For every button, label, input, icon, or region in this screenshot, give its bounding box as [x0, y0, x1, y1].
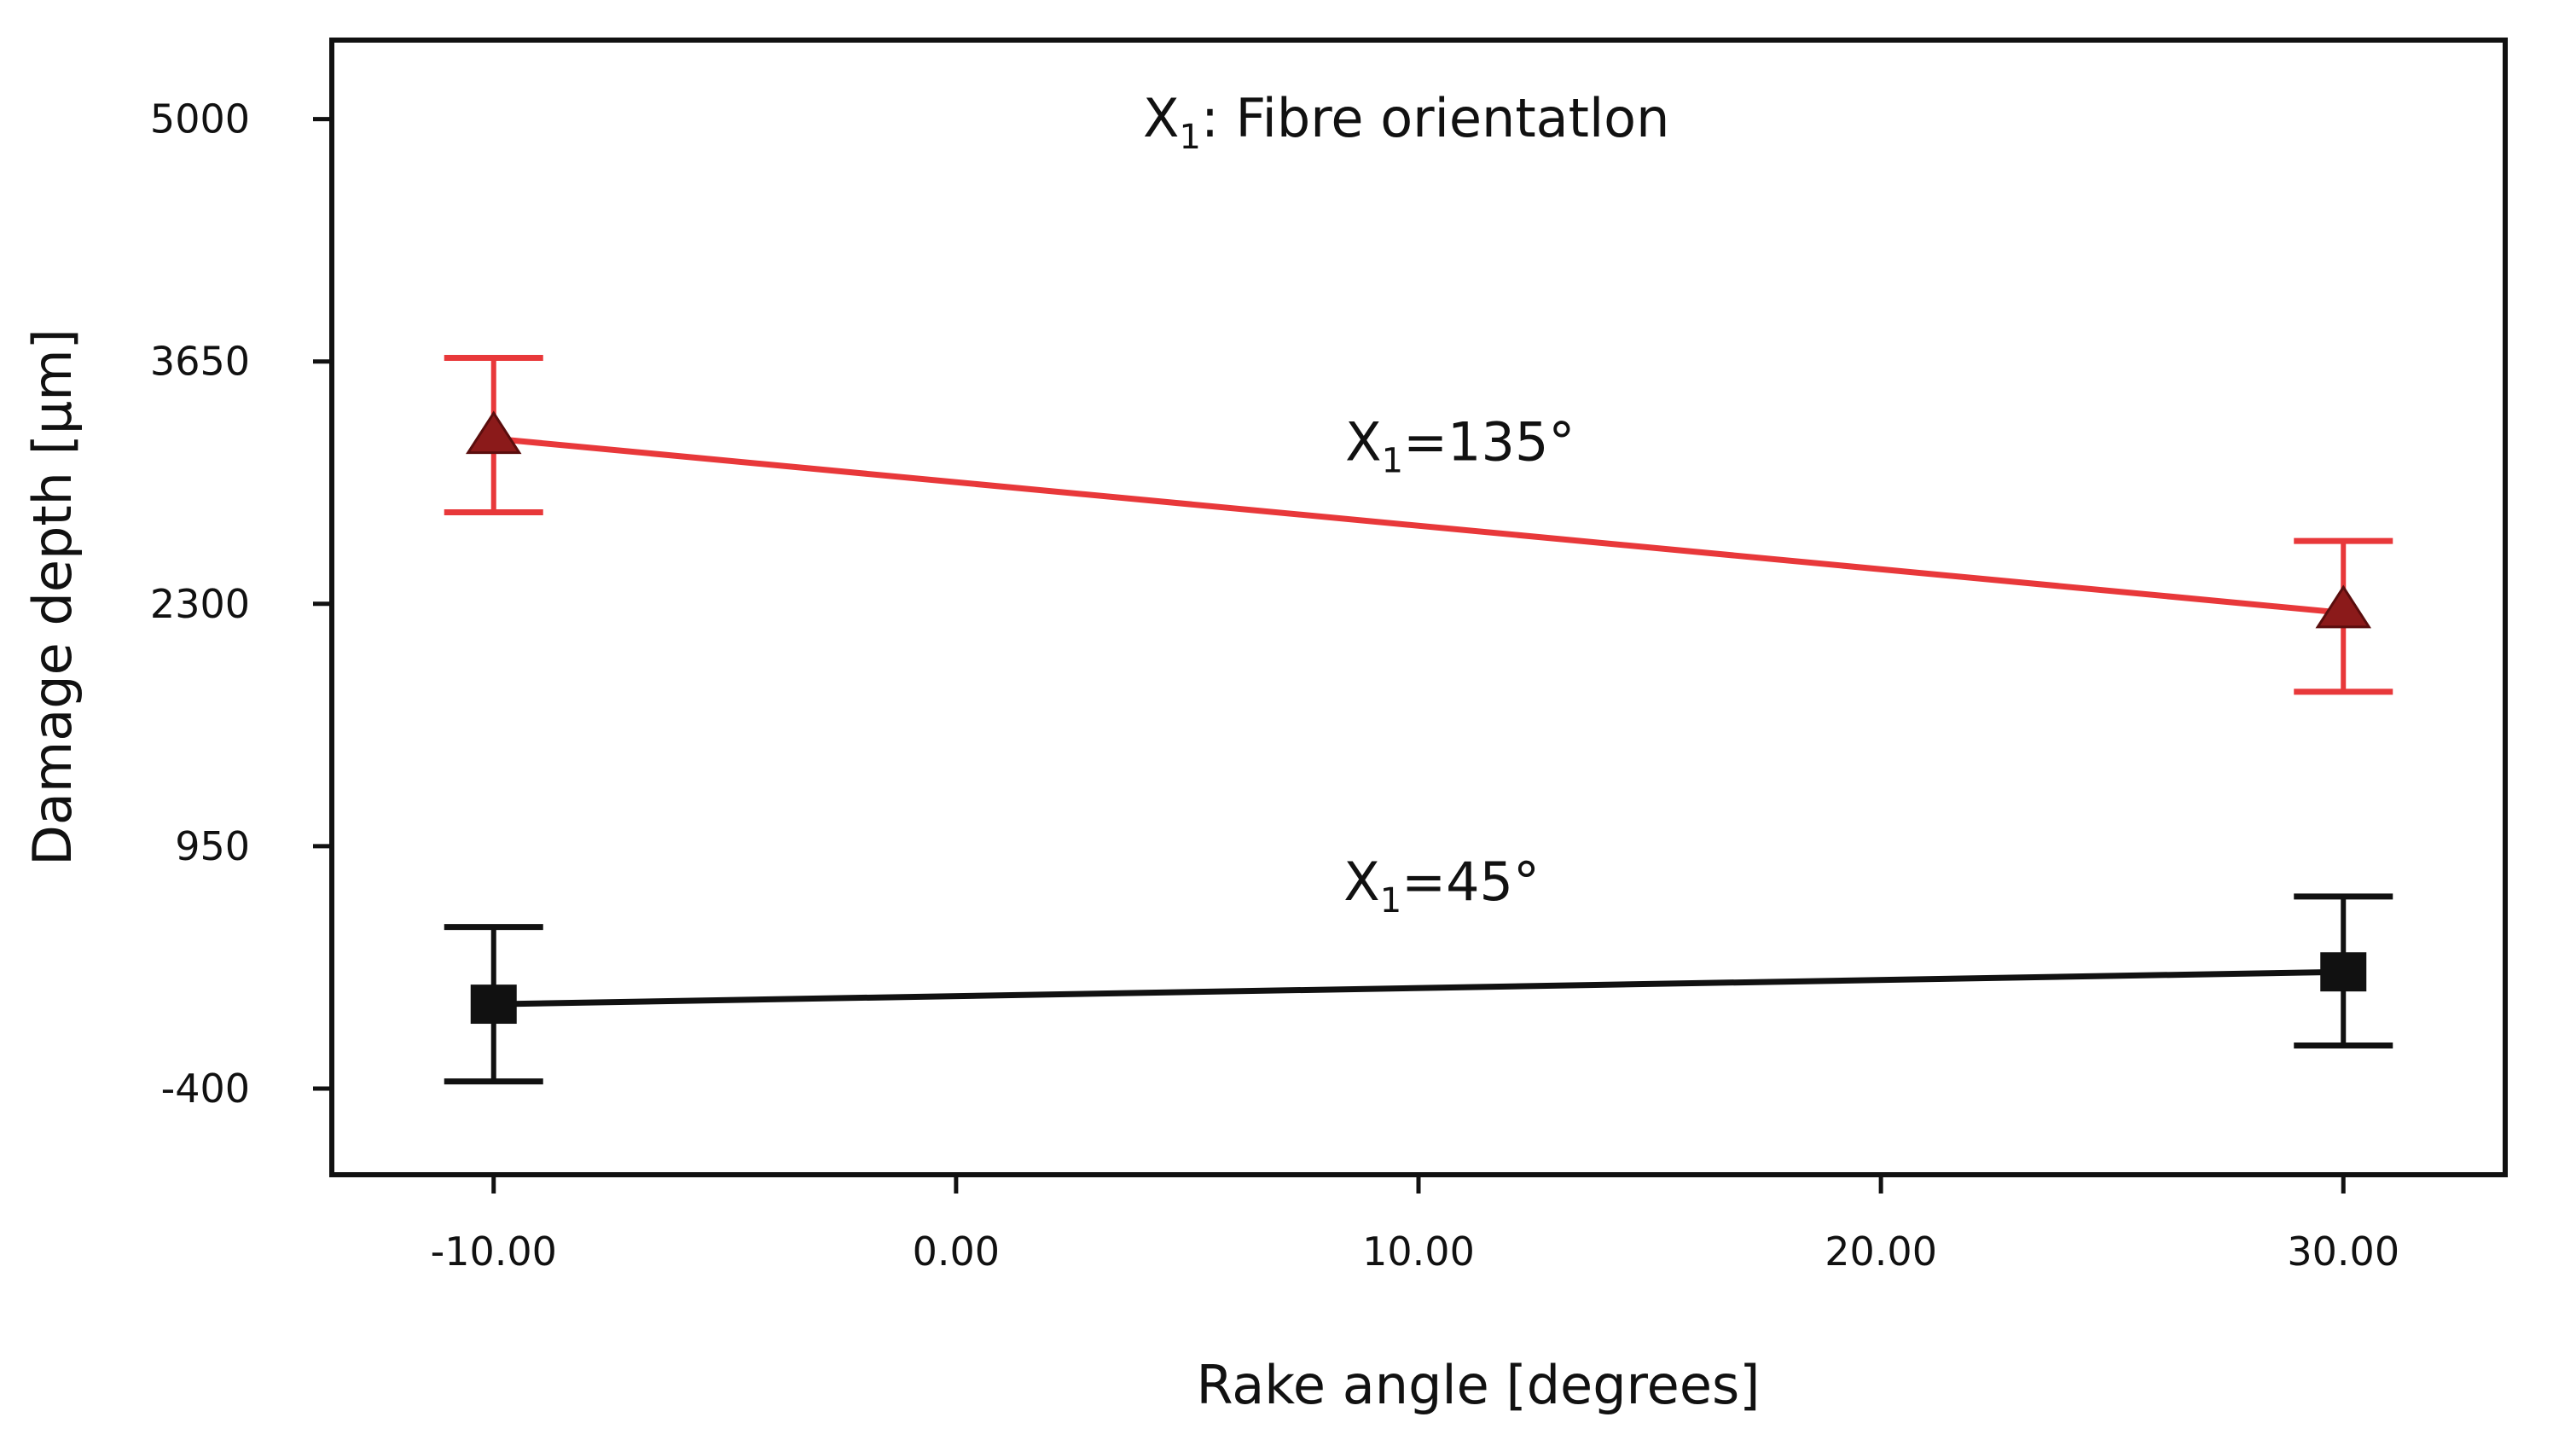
series-label-prefix: X [1345, 410, 1381, 473]
series-label: X1=45° [1343, 851, 1540, 921]
x-tick-label: 0.00 [913, 1228, 1000, 1275]
series-label-subscript: 1 [1380, 881, 1401, 921]
y-tick-label: 5000 [150, 96, 250, 142]
chart-title-suffix: : Fibre orientatlon [1201, 87, 1669, 149]
x-axis-ticks: -10.00 0.00 10.00 20.00 30.00 [431, 1175, 2399, 1275]
series-layer: X1=135°X1=45° [444, 354, 2393, 1085]
series-1: X1=45° [444, 851, 2393, 1085]
series-label-subscript: 1 [1382, 441, 1403, 480]
plot-frame [329, 38, 2508, 1177]
x-tick-label: 10.00 [1362, 1228, 1475, 1275]
x-tick-label: 20.00 [1825, 1228, 1937, 1275]
y-tick-label: -400 [161, 1066, 250, 1112]
x-tick-label: -10.00 [431, 1228, 557, 1275]
x-tick-label: 30.00 [2287, 1228, 2399, 1275]
y-tick-label: 950 [175, 823, 250, 869]
series-0: X1=135° [444, 354, 2393, 695]
data-point-square [470, 984, 517, 1025]
data-point-square [2320, 952, 2367, 992]
series-label: X1=135° [1345, 410, 1575, 480]
data-point-triangle [465, 410, 522, 455]
series-label-suffix: =45° [1401, 851, 1540, 913]
y-axis-ticks: -400 950 2300 3650 5000 [150, 96, 332, 1112]
y-axis-label: Damage depth [µm] [21, 328, 84, 866]
series-label-prefix: X [1343, 851, 1379, 913]
y-tick-label: 2300 [150, 581, 250, 627]
series-line [493, 435, 2344, 616]
x-axis-label: Rake angle [degrees] [1197, 1354, 1761, 1416]
series-line [493, 968, 2344, 1008]
chart-title-subscript: 1 [1179, 118, 1200, 157]
data-point-triangle [2315, 584, 2372, 629]
chart-title-annotation: X1: Fibre orientatlon [1143, 87, 1669, 157]
chart-title-prefix: X [1143, 87, 1179, 149]
y-tick-label: 3650 [150, 339, 250, 385]
series-label-suffix: =135° [1403, 410, 1575, 473]
